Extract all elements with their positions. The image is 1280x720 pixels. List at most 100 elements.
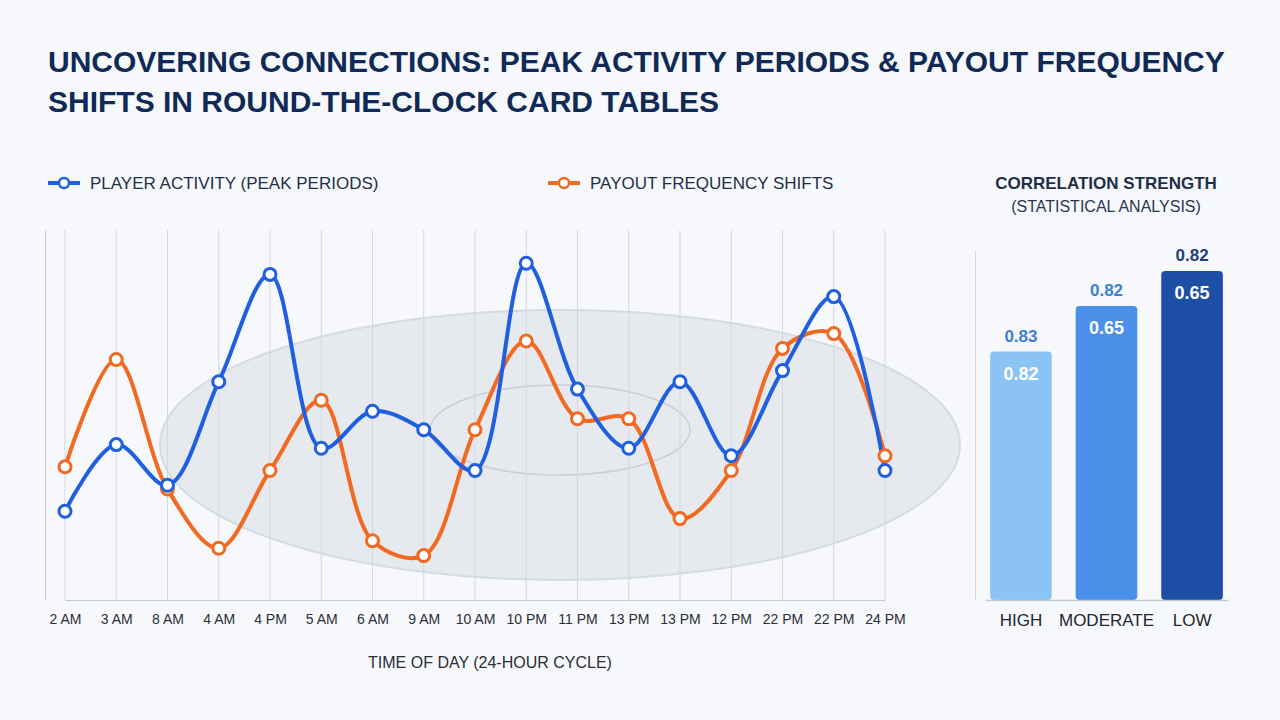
plot-area: [59, 257, 891, 561]
series-marker: [315, 394, 327, 406]
series-marker: [623, 413, 635, 425]
x-tick-label: 12 PM: [712, 611, 752, 627]
x-tick-label: 22 PM: [763, 611, 803, 627]
bar-y-axis: [975, 251, 976, 601]
series-marker: [623, 442, 635, 454]
bar-upper-label: 0.82: [1090, 281, 1123, 300]
x-tick-label: 8 AM: [152, 611, 184, 627]
x-axis-line: [66, 600, 886, 601]
legend: PLAYER ACTIVITY (PEAK PERIODS)PAYOUT FRE…: [48, 174, 833, 193]
series-marker: [264, 268, 276, 280]
x-tick-label: 10 AM: [456, 611, 496, 627]
x-tick-label: 22 PM: [814, 611, 854, 627]
series-marker: [777, 365, 789, 377]
x-tick: 4 PM: [254, 600, 287, 627]
bar-upper-label: 0.83: [1004, 327, 1037, 346]
grid-line: [782, 230, 783, 600]
x-tick: 24 PM: [865, 600, 905, 627]
bar-inner-label: 0.82: [1003, 364, 1038, 384]
x-tick-label: 5 AM: [306, 611, 338, 627]
y-axis-line: [45, 231, 46, 601]
x-tick-label: HIGH: [1000, 611, 1043, 630]
x-tick-label: 13 PM: [660, 611, 700, 627]
grid-line: [321, 230, 322, 600]
background: [0, 0, 1280, 720]
bar: [1076, 306, 1138, 600]
series-marker: [213, 376, 225, 388]
bar-inner-label: 0.65: [1175, 283, 1210, 303]
grid-line: [116, 230, 117, 600]
grid-line: [885, 230, 886, 600]
series-marker: [674, 376, 686, 388]
series-marker: [879, 465, 891, 477]
grid-line: [833, 230, 834, 600]
y-axis: [45, 231, 46, 601]
series-marker: [879, 450, 891, 462]
x-tick: 9 AM: [408, 600, 440, 627]
x-tick: 10 PM: [507, 600, 547, 627]
x-axis: 2 AM 3 AM 8 AM 4 AM 4 PM 5 AM 6 AM 9 AM 10 AM 10 …: [50, 600, 906, 627]
x-tick-label: MODERATE: [1059, 611, 1154, 630]
series-line: [65, 331, 885, 558]
x-tick: 2 AM: [50, 600, 82, 627]
series-marker: [572, 383, 584, 395]
x-tick: 6 AM: [357, 600, 389, 627]
series-marker: [59, 461, 71, 473]
grid-line: [423, 230, 424, 600]
series-marker: [162, 479, 174, 491]
grid-line: [167, 230, 168, 600]
bar-subtitle: (STATISTICAL ANALYSIS): [1011, 198, 1201, 215]
x-tick-label: 9 AM: [408, 611, 440, 627]
series-marker: [520, 335, 532, 347]
series-marker: [315, 442, 327, 454]
bar-title: CORRELATION STRENGTH: [995, 174, 1217, 193]
grid-line: [680, 230, 681, 600]
series-marker: [110, 354, 122, 366]
x-tick: LOW: [1173, 600, 1212, 630]
grid-line: [475, 230, 476, 600]
series-marker: [725, 450, 737, 462]
x-tick: 13 PM: [660, 600, 700, 627]
x-tick-label: 13 PM: [609, 611, 649, 627]
x-tick-label: 3 AM: [101, 611, 133, 627]
legend-marker: [59, 178, 69, 188]
grid-line: [65, 230, 66, 600]
x-axis-line: [986, 600, 1229, 602]
bar-labels: 0.830.820.820.650.820.65: [1003, 246, 1209, 384]
x-tick-label: 4 AM: [203, 611, 235, 627]
series-marker: [828, 291, 840, 303]
bar-x-axis: HIGH MODERATE LOW: [986, 600, 1229, 630]
x-tick: MODERATE: [1059, 600, 1154, 630]
x-tick: 3 AM: [101, 600, 133, 627]
x-tick-label: 2 AM: [50, 611, 82, 627]
grid-line: [526, 230, 527, 600]
series-marker: [674, 513, 686, 525]
bar-upper-label: 0.82: [1176, 246, 1209, 265]
legend-marker: [559, 178, 569, 188]
x-tick: 8 AM: [152, 600, 184, 627]
series-marker: [777, 342, 789, 354]
series-marker: [725, 465, 737, 477]
grid-line: [731, 230, 732, 600]
y-axis-line: [975, 251, 976, 601]
series-marker: [213, 542, 225, 554]
x-tick: 22 PM: [763, 600, 803, 627]
x-tick-label: 24 PM: [865, 611, 905, 627]
series-marker: [469, 424, 481, 436]
series-marker: [418, 424, 430, 436]
series-marker: [367, 535, 379, 547]
x-tick: 11 PM: [558, 600, 597, 627]
series-marker: [828, 328, 840, 340]
series-marker: [59, 505, 71, 517]
x-grid: [65, 230, 885, 600]
x-tick: 13 PM: [609, 600, 649, 627]
series-marker: [367, 405, 379, 417]
x-tick-label: LOW: [1173, 611, 1212, 630]
chart-canvas: UNCOVERING CONNECTIONS: PEAK ACTIVITY PE…: [0, 0, 1280, 720]
x-tick-label: 11 PM: [558, 611, 597, 627]
series-line: [65, 263, 885, 511]
x-tick: 10 AM: [456, 600, 496, 627]
series-marker: [572, 413, 584, 425]
bar-plot-area: [990, 271, 1223, 600]
bar: [1161, 271, 1223, 600]
